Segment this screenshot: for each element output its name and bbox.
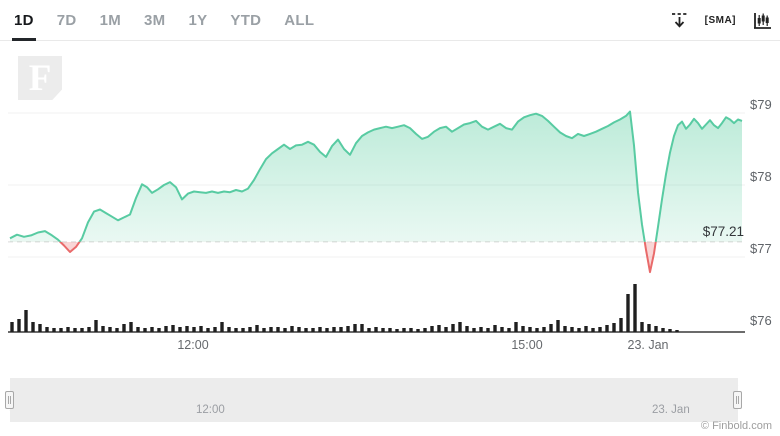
- tab-ytd[interactable]: YTD: [230, 0, 261, 41]
- price-tick-78: $78: [750, 169, 772, 184]
- tab-7d[interactable]: 7D: [57, 0, 77, 41]
- credit-text: © Finbold.com: [700, 420, 772, 432]
- logo-letter: F: [28, 57, 52, 99]
- time-tick: 23. Jan: [627, 338, 669, 352]
- tab-1d[interactable]: 1D: [12, 0, 36, 41]
- sma-label: [SMA]: [704, 15, 736, 26]
- navigator-time-tick: 12:00: [196, 404, 225, 416]
- price-tick-76: $76: [750, 313, 772, 328]
- sma-button[interactable]: [SMA]: [705, 15, 736, 26]
- price-tick-79: $79: [750, 97, 772, 112]
- navigator-left-handle[interactable]: [5, 391, 14, 409]
- finbold-logo-watermark: F: [18, 56, 62, 100]
- tab-3m[interactable]: 3M: [144, 0, 165, 41]
- navigator[interactable]: [10, 378, 738, 422]
- tab-1y[interactable]: 1Y: [188, 0, 207, 41]
- navigator-time-tick: 23. Jan: [652, 404, 690, 416]
- download-button[interactable]: [670, 11, 689, 30]
- time-tick: 15:00: [511, 338, 543, 352]
- toolbar-icons: [SMA]: [670, 0, 772, 41]
- tab-1m[interactable]: 1M: [100, 0, 121, 41]
- candlestick-chart-icon: [754, 12, 771, 29]
- price-tick-77: $77: [750, 241, 772, 256]
- range-tabs: 1D 7D 1M 3M 1Y YTD ALL: [12, 0, 314, 41]
- range-toolbar: 1D 7D 1M 3M 1Y YTD ALL [SMA]: [0, 0, 780, 41]
- tab-all[interactable]: ALL: [284, 0, 314, 41]
- time-tick: 12:00: [177, 338, 209, 352]
- chart-type-button[interactable]: [752, 11, 772, 31]
- previous-close-label: $77.21: [702, 224, 744, 239]
- download-icon: [671, 13, 687, 28]
- navigator-right-handle[interactable]: [733, 391, 742, 409]
